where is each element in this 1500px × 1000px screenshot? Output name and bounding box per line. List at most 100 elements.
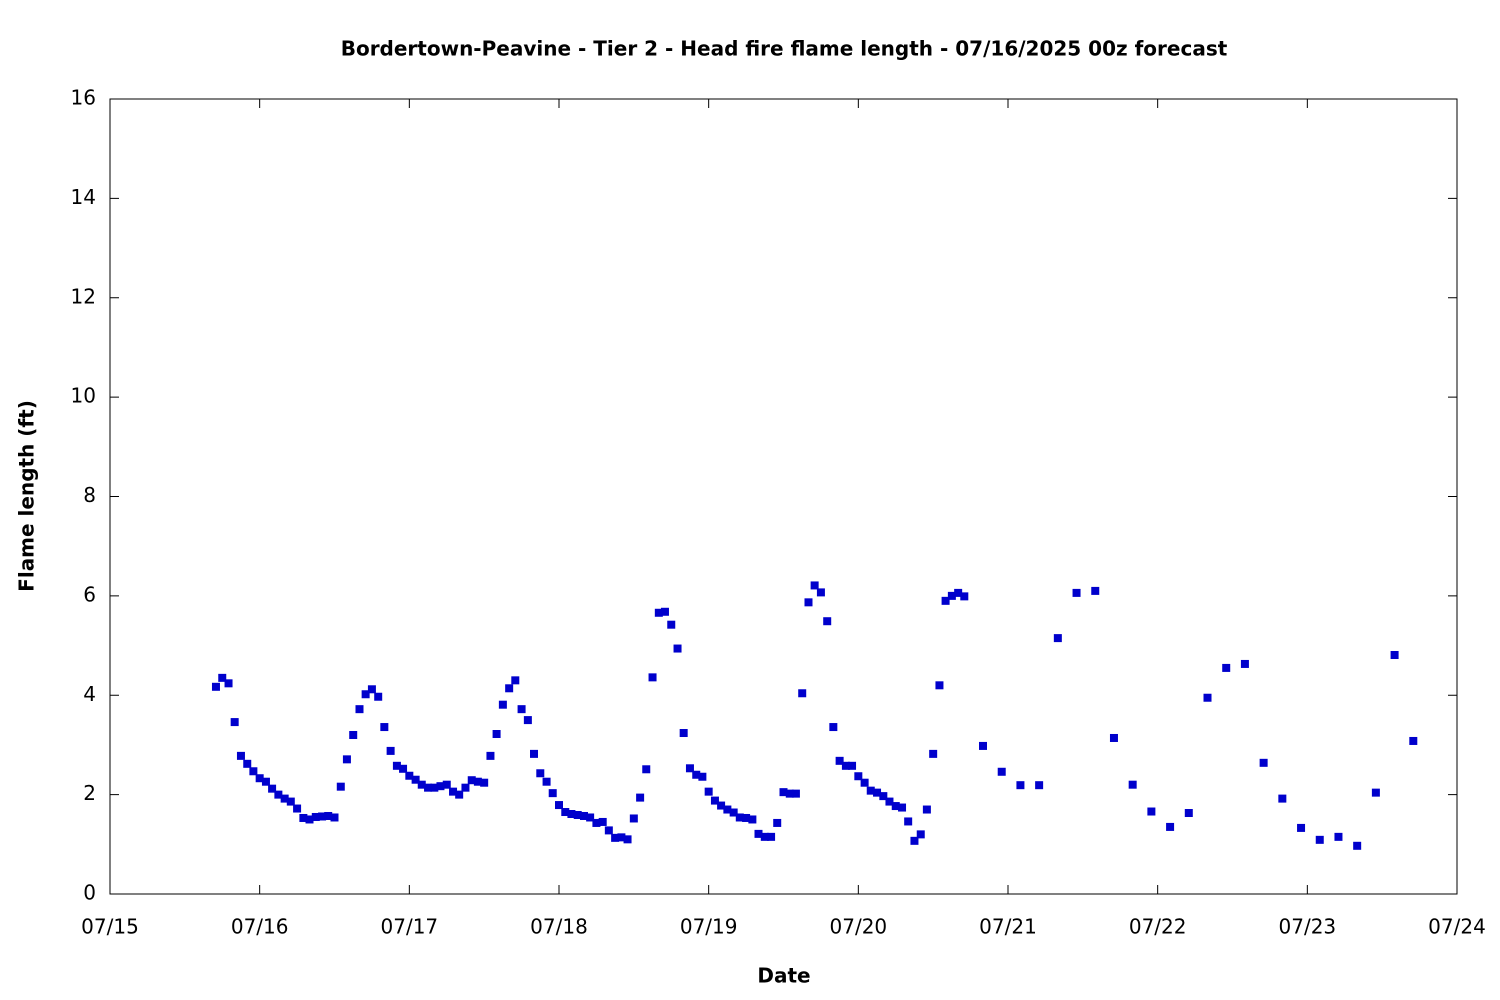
point [866,786,875,795]
point [854,772,863,781]
y-tick-label: 10 [71,384,96,408]
point [336,782,345,791]
point [748,815,757,824]
point [922,805,931,814]
point [467,776,476,785]
point [735,813,744,822]
point [492,730,501,739]
point [660,607,669,616]
point [979,741,988,750]
point [1072,588,1081,597]
point [523,716,532,725]
point [399,764,408,773]
point [536,769,545,778]
point [286,797,295,806]
point [1222,663,1231,672]
point [548,789,557,798]
point [791,789,800,798]
point [324,811,333,820]
point [342,755,351,764]
point [1184,809,1193,818]
point [1240,659,1249,668]
point [642,765,651,774]
y-tick-label: 14 [71,185,96,209]
point [673,644,682,653]
point [604,826,613,835]
x-tick-label: 07/22 [1129,915,1187,939]
point [461,783,470,792]
point [910,836,919,845]
point [935,681,944,690]
y-tick-label: 12 [71,284,96,308]
point [860,778,869,787]
y-tick-label: 8 [83,483,96,507]
point [592,818,601,827]
point [760,832,769,841]
point [954,588,963,597]
point [530,749,539,758]
x-tick-label: 07/16 [231,915,289,939]
point [293,804,302,813]
point [1166,822,1175,831]
point [873,788,882,797]
point [611,833,620,842]
plot-frame [109,98,1458,895]
point [804,598,813,607]
point [424,783,433,792]
point [511,676,520,685]
point [816,588,825,597]
point [916,830,925,839]
point [280,794,289,803]
point [1016,781,1025,790]
point [573,810,582,819]
point [455,790,464,799]
x-tick-label: 07/21 [979,915,1037,939]
point [299,813,308,822]
y-tick-label: 4 [83,682,96,706]
point [704,787,713,796]
point [1203,693,1212,702]
point [723,805,732,814]
point [218,673,227,682]
point [823,617,832,626]
point [567,810,576,819]
point [480,778,489,787]
point [698,772,707,781]
point [486,751,495,760]
point [449,787,458,796]
point [555,801,563,810]
point [1259,758,1268,767]
point [1109,733,1118,742]
point [211,682,220,691]
point [1315,835,1324,844]
point [1147,807,1156,816]
point [274,790,283,799]
y-tick-label: 2 [83,781,96,805]
x-tick-label: 07/17 [381,915,439,939]
point [349,731,358,739]
point [1297,823,1306,832]
point [679,729,688,738]
point [636,793,645,802]
point [330,813,339,822]
point [879,792,888,801]
point [710,796,719,805]
point [617,833,626,842]
point [754,829,763,838]
point [941,596,950,605]
point [667,620,676,629]
point [579,811,588,820]
point [380,723,389,732]
point [411,775,420,784]
point [623,835,632,844]
point [1035,781,1044,790]
x-tick-label: 07/18 [530,915,588,939]
point [835,756,844,765]
point [904,817,913,826]
point [798,689,807,698]
point [729,808,738,817]
point [230,718,239,727]
point [305,815,314,824]
point [885,797,894,806]
point [542,777,551,786]
